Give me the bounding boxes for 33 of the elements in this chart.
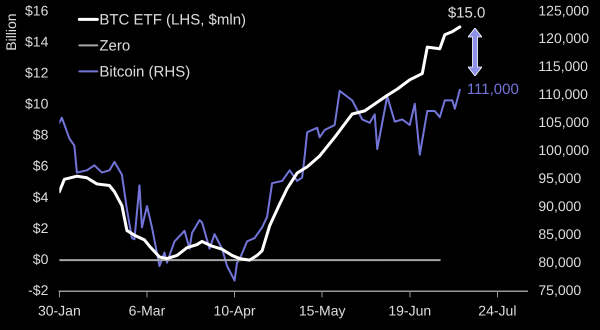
y2-tick-label: 125,000 bbox=[538, 2, 590, 18]
y2-tick-label: 80,000 bbox=[538, 254, 582, 270]
y-tick-label: $16 bbox=[25, 2, 49, 18]
y-tick-label: $0 bbox=[32, 250, 49, 267]
y2-tick-label: 120,000 bbox=[538, 30, 590, 46]
y2-tick-label: 85,000 bbox=[538, 226, 582, 242]
data-label: 111,000 bbox=[466, 80, 519, 98]
y2-tick-label: 110,000 bbox=[538, 86, 588, 102]
x-tick-label: 30-Jan bbox=[38, 302, 81, 318]
y2-tick-label: 75,000 bbox=[538, 282, 582, 298]
y2-tick-label: 100,000 bbox=[538, 142, 590, 158]
x-tick-label: 19-Jun bbox=[388, 302, 432, 318]
y2-tick-label: 115,000 bbox=[538, 58, 588, 74]
x-tick-label: 15-May bbox=[298, 302, 346, 318]
legend-label: BTC ETF (LHS, $mln) bbox=[99, 12, 246, 29]
x-tick-label: 10-Apr bbox=[214, 302, 256, 318]
y-tick-label: $12 bbox=[25, 64, 49, 80]
legend-label: Bitcoin (RHS) bbox=[99, 64, 190, 81]
data-label: $15.0 bbox=[448, 4, 486, 22]
legend-label: Zero bbox=[99, 38, 130, 55]
y-tick-label: -$2 bbox=[28, 282, 49, 298]
y-tick-label: $10 bbox=[25, 96, 49, 112]
x-tick-label: 6-Mar bbox=[128, 302, 166, 318]
y-tick-label: $8 bbox=[32, 126, 49, 143]
y-tick-label: $4 bbox=[32, 188, 49, 205]
y-tick-label: $14 bbox=[25, 33, 49, 50]
y2-tick-label: 90,000 bbox=[538, 198, 582, 214]
x-tick-label: 24-Jul bbox=[478, 302, 516, 318]
y-tick-label: $6 bbox=[32, 158, 49, 174]
y2-tick-label: 105,000 bbox=[538, 114, 590, 130]
y2-tick-label: 95,000 bbox=[538, 170, 582, 186]
y-tick-label: $2 bbox=[32, 220, 49, 236]
y-axis-title: Billion bbox=[2, 13, 19, 51]
